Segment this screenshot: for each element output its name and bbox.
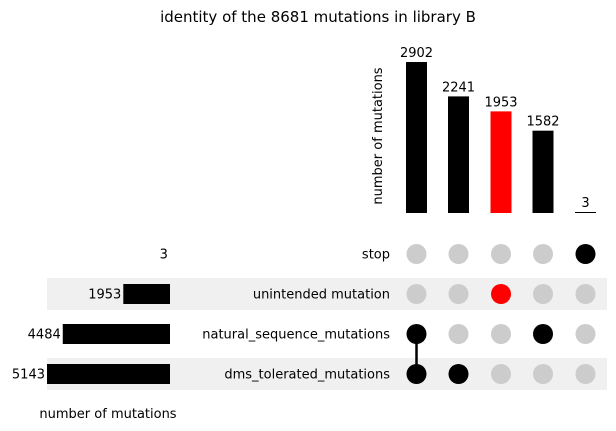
- matrix-dot-active: [406, 324, 427, 344]
- matrix-dot-active: [448, 364, 469, 384]
- matrix-dot-inactive: [448, 284, 469, 304]
- set-size-bar: [62, 324, 170, 344]
- set-size-label: 5143: [12, 368, 45, 383]
- set-name-label: stop: [362, 248, 390, 263]
- intersection-bar-label: 2241: [442, 80, 475, 95]
- intersection-bar: [448, 96, 469, 213]
- row-shading: [47, 278, 607, 390]
- set-labels: stop unintended mutation natural_sequence_…: [202, 248, 390, 383]
- set-size-bar: [47, 364, 170, 384]
- matrix-dot-inactive: [491, 324, 511, 344]
- membership-matrix: [406, 244, 596, 384]
- matrix-dot-active: [575, 244, 596, 264]
- matrix-dot-inactive: [533, 244, 553, 264]
- intersection-bar: [490, 111, 512, 213]
- intersection-bar-label: 1582: [526, 115, 559, 130]
- matrix-dot-active: [406, 364, 427, 384]
- matrix-dot-inactive: [533, 284, 553, 304]
- intersection-axis-label: number of mutations: [371, 67, 386, 204]
- set-size-bars: 3 1953 4484 5143: [12, 248, 170, 384]
- matrix-dot-inactive: [533, 364, 553, 384]
- intersection-bar: [575, 212, 596, 213]
- matrix-dot-active: [491, 284, 511, 304]
- set-name-label: dms_tolerated_mutations: [224, 368, 390, 383]
- matrix-dot-inactive: [491, 244, 511, 264]
- matrix-dot-inactive: [448, 244, 469, 264]
- intersection-bar-label: 3: [581, 196, 589, 211]
- set-name-label: natural_sequence_mutations: [202, 328, 390, 343]
- set-size-label: 4484: [28, 328, 61, 343]
- matrix-dot-inactive: [575, 284, 596, 304]
- matrix-dot-inactive: [575, 324, 596, 344]
- chart-title: identity of the 8681 mutations in librar…: [160, 8, 476, 26]
- matrix-dot-active: [533, 324, 553, 344]
- intersection-bar-label: 2902: [400, 46, 433, 61]
- matrix-dot-inactive: [575, 364, 596, 384]
- matrix-dot-inactive: [406, 284, 427, 304]
- matrix-dot-inactive: [448, 324, 469, 344]
- set-name-label: unintended mutation: [253, 288, 390, 303]
- intersection-bar: [532, 130, 554, 213]
- set-size-bar: [123, 284, 170, 304]
- intersection-bar-label: 1953: [484, 95, 517, 110]
- set-size-label: 3: [160, 248, 168, 263]
- matrix-dot-inactive: [406, 244, 427, 264]
- set-size-axis-label: number of mutations: [39, 407, 176, 422]
- matrix-dot-inactive: [491, 364, 511, 384]
- set-size-label: 1953: [88, 288, 121, 303]
- intersection-bars: 2902 2241 1953 1582 3: [400, 46, 596, 213]
- intersection-bar: [406, 62, 427, 213]
